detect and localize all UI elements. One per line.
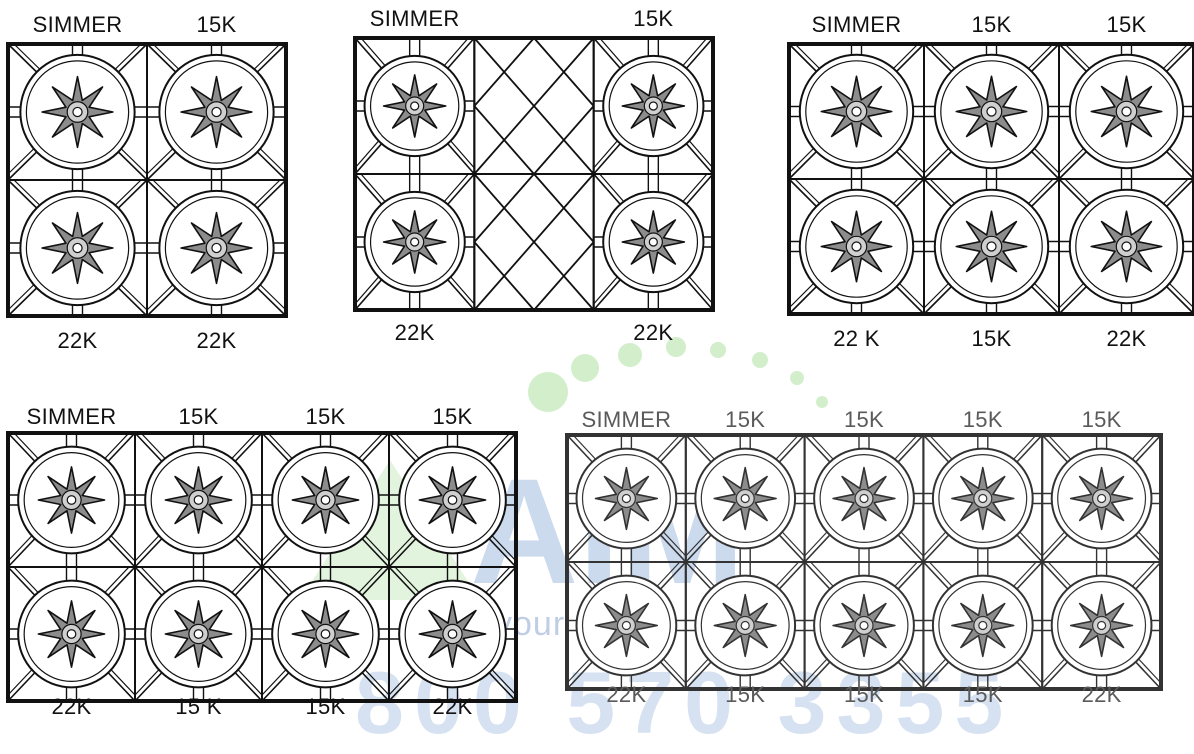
burner-icon [798, 53, 915, 170]
bottom-burner-rating-label: 15K [725, 682, 766, 707]
bottom-burner-rating-label: 22 K [833, 326, 880, 351]
cooktop-panel [6, 42, 288, 318]
cooktop-panel [565, 433, 1163, 691]
burner-icon [1050, 447, 1153, 550]
top-burner-rating-label: SIMMER [581, 407, 672, 432]
burner-icon [694, 447, 797, 550]
top-burner-rating-label: 15K [633, 6, 674, 31]
burner-icon [398, 579, 507, 689]
bottom-burner-rating-label: 22K [57, 328, 98, 353]
bottom-burner-rating-label: 15K [971, 326, 1012, 351]
top-burner-rating-label: 15K [1106, 12, 1147, 37]
burner-icon [1050, 574, 1153, 677]
burner-icon [144, 579, 253, 689]
burner-icon [813, 447, 915, 550]
burner-icon [1068, 53, 1185, 170]
burner-icon [933, 188, 1050, 305]
cooktop-panel [6, 431, 518, 703]
bottom-burner-rating-label: 22K [1106, 326, 1147, 351]
bottom-burner-rating-label: 15K [305, 694, 346, 719]
bottom-burner-rating-label: 22K [196, 328, 237, 353]
burner-icon [158, 53, 275, 171]
burner-icon [271, 445, 380, 555]
bottom-burner-rating-label: 22K [394, 320, 435, 345]
burner-icon [933, 53, 1050, 170]
top-burner-rating-label: 15K [843, 407, 885, 432]
burner-icon [931, 447, 1034, 550]
burner-icon [602, 190, 705, 294]
burner-icon [17, 579, 126, 689]
bottom-burner-rating-label: 15K [843, 682, 885, 707]
top-burner-rating-label: 15K [725, 407, 766, 432]
burner-icon [271, 579, 380, 689]
burner-icon [575, 574, 678, 677]
burner-icon [144, 445, 253, 555]
burner-icon [19, 53, 136, 171]
top-burner-rating-label: 15K [432, 404, 473, 429]
bottom-burner-rating-label: 22K [51, 694, 92, 719]
cooktop-panel [787, 42, 1194, 316]
bottom-burner-rating-label: 22K [1081, 682, 1122, 707]
burner-icon [158, 189, 275, 307]
top-burner-rating-label: SIMMER [32, 12, 123, 37]
crosshatch-icon [473, 37, 595, 175]
top-burner-rating-label: 15K [178, 404, 219, 429]
top-burner-rating-label: SIMMER [811, 12, 902, 37]
cooktop-configurations: AIM your 800 570 3355 SIMMER22K15K22KSIM… [6, 6, 1194, 752]
bottom-burner-rating-label: 15 K [175, 694, 222, 719]
bottom-burner-rating-label: 22K [633, 320, 674, 345]
crosshatch-icon [473, 173, 595, 311]
top-burner-rating-label: 15K [305, 404, 346, 429]
bottom-burner-rating-label: 22K [432, 694, 473, 719]
burner-icon [813, 574, 915, 677]
bottom-burner-rating-label: 15K [962, 682, 1003, 707]
burner-icon [19, 189, 136, 307]
top-burner-rating-label: 15K [962, 407, 1003, 432]
burner-icon [575, 447, 678, 550]
cooktop-panel [353, 36, 715, 312]
top-burner-rating-label: 15K [196, 12, 237, 37]
top-burner-rating-label: 15K [971, 12, 1012, 37]
top-burner-rating-label: SIMMER [26, 404, 117, 429]
burner-icon [363, 54, 466, 158]
burner-icon [363, 190, 466, 294]
burner-icon [798, 188, 915, 305]
burner-icon [931, 574, 1034, 677]
burner-icon [1068, 188, 1185, 305]
bottom-burner-rating-label: 22K [606, 682, 647, 707]
top-burner-rating-label: SIMMER [369, 6, 460, 31]
burner-icon [398, 445, 507, 555]
top-burner-rating-label: 15K [1081, 407, 1122, 432]
burner-icon [602, 54, 705, 158]
burner-icon [694, 574, 797, 677]
burner-icon [17, 445, 126, 555]
